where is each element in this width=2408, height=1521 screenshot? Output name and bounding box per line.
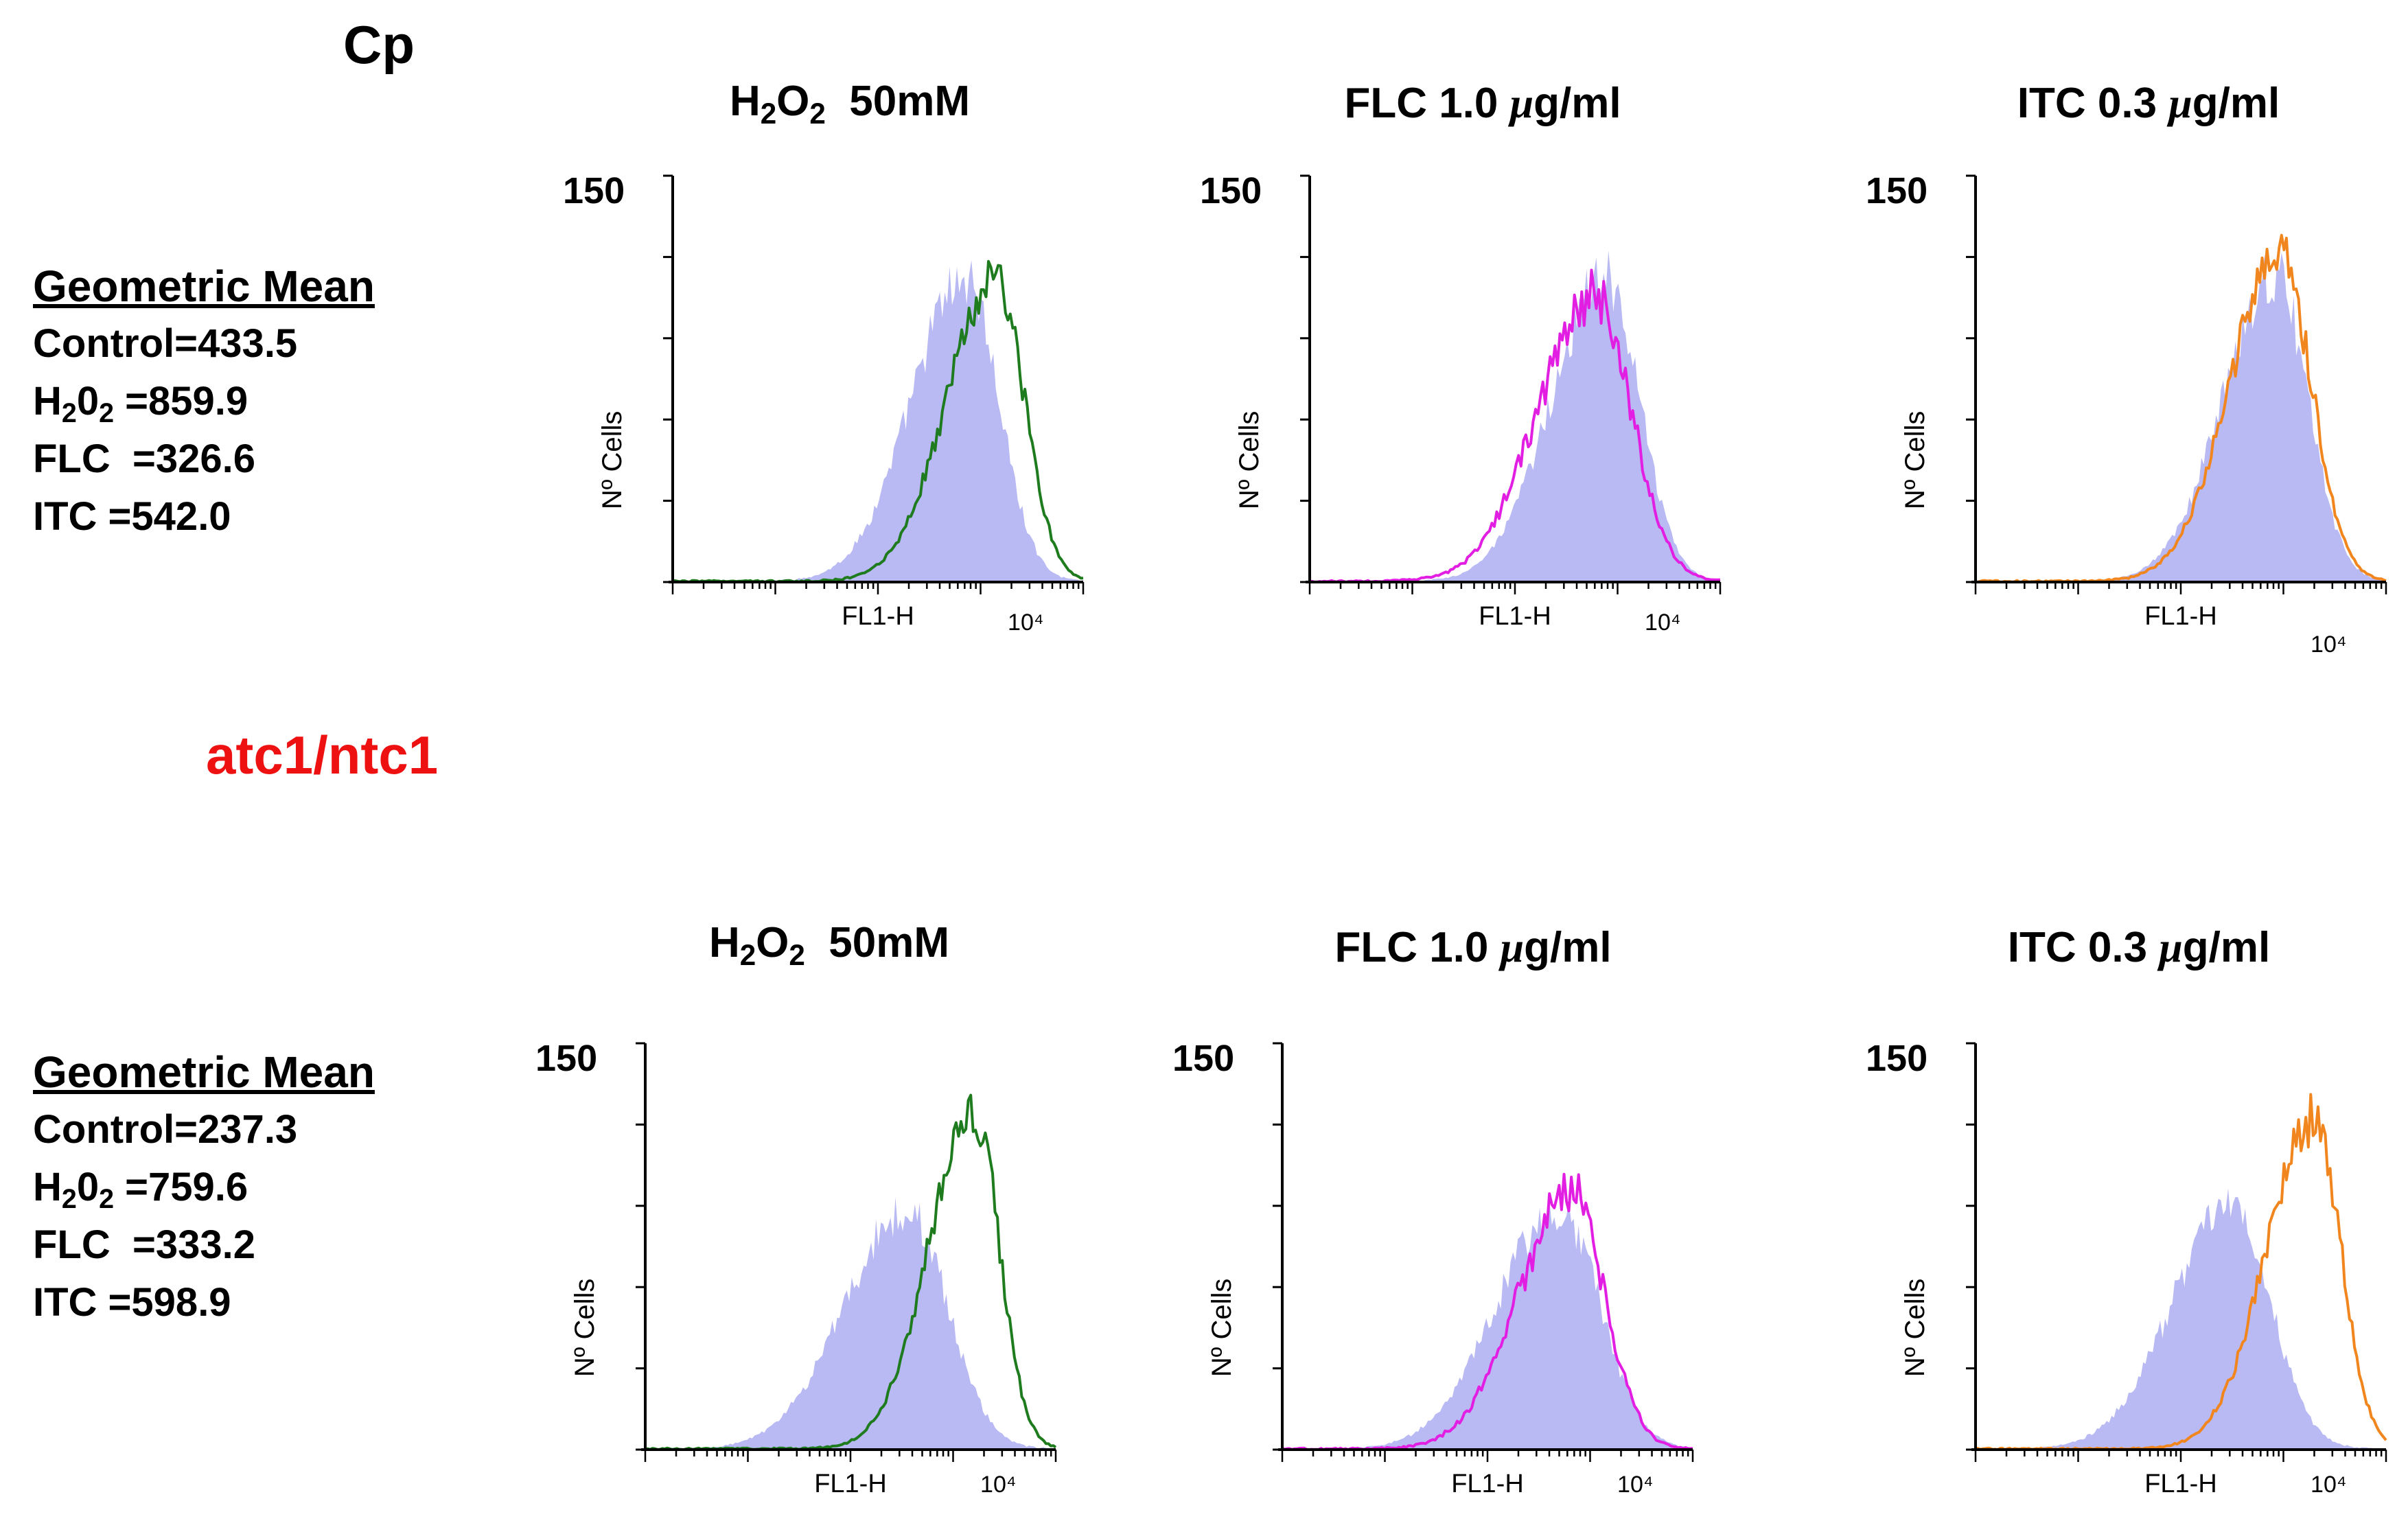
geometric-mean-title: Geometric Mean (33, 1047, 375, 1097)
y-axis-label: Nº Cells (1207, 1279, 1237, 1378)
strain-label-cp: Cp (343, 14, 415, 75)
series-control-fill (1976, 1188, 2386, 1450)
x-tick-label: 10⁴ (2311, 631, 2346, 658)
gm-flc: FLC =333.2 (33, 1222, 255, 1267)
series-control-fill (1310, 251, 1720, 582)
panel-title-mutant-h2o2: H2O2 50mM (708, 919, 950, 971)
series-control-fill (645, 1196, 1056, 1450)
y-max-label: 150 (1200, 170, 1262, 211)
y-axis-label: Nº Cells (1900, 1279, 1930, 1378)
x-tick-label: 10⁴ (980, 1472, 1016, 1498)
geometric-mean-mutant: Geometric Mean Control=237.3 H202 =759.6… (33, 1043, 375, 1332)
gm-h2o2: H202 =859.9 (33, 379, 248, 429)
panel-title-cp-flc: FLC 1.0 μg/ml (1344, 80, 1621, 127)
x-tick-label: 10⁴ (1008, 609, 1043, 636)
gm-itc: ITC =542.0 (33, 494, 231, 539)
x-axis-label: FL1-H (1451, 1470, 1524, 1498)
y-axis-label: Nº Cells (1900, 411, 1930, 510)
x-tick-label: 10⁴ (2311, 1472, 2346, 1498)
gm-control: Control=433.5 (33, 321, 298, 366)
series-h2o2-line (645, 1093, 1057, 1451)
x-tick-label: 10⁴ (1617, 1472, 1653, 1498)
panel-title-cp-itc: ITC 0.3 μg/ml (2017, 80, 2280, 127)
panel-title-cp-h2o2: H2O2 50mM (729, 78, 971, 130)
strain-label-mutant: atc1/ntc1 (206, 725, 439, 785)
series-itc-line (1975, 233, 2387, 583)
series-control-fill (1282, 1200, 1693, 1450)
y-axis-label: Nº Cells (570, 1279, 600, 1378)
gm-control: Control=237.3 (33, 1107, 298, 1152)
geometric-mean-cp: Geometric Mean Control=433.5 H202 =859.9… (33, 257, 375, 546)
x-axis-label: FL1-H (814, 1470, 887, 1498)
y-max-label: 150 (1172, 1038, 1234, 1079)
series-itc-line (1976, 1093, 2387, 1451)
x-axis-label: FL1-H (2144, 602, 2217, 631)
geometric-mean-title: Geometric Mean (33, 262, 375, 311)
series-flc-line (1282, 1172, 1693, 1451)
series-h2o2-line (672, 259, 1084, 583)
series-control-fill (1976, 252, 2386, 582)
panel-title-mutant-flc: FLC 1.0 μg/ml (1334, 924, 1612, 971)
y-axis-label: Nº Cells (1234, 411, 1264, 510)
y-max-label: 150 (1866, 1038, 1927, 1079)
gm-h2o2: H202 =759.6 (33, 1165, 248, 1215)
y-max-label: 150 (1866, 170, 1927, 211)
y-axis-label: Nº Cells (597, 411, 627, 510)
panel-title-mutant-itc: ITC 0.3 μg/ml (2007, 924, 2271, 971)
series-control-fill (673, 260, 1083, 582)
series-flc-line (1309, 268, 1720, 583)
x-axis-label: FL1-H (1479, 602, 1551, 631)
gm-flc: FLC =326.6 (33, 437, 255, 481)
x-axis-label: FL1-H (2144, 1470, 2217, 1498)
y-max-label: 150 (563, 170, 625, 211)
x-axis-label: FL1-H (842, 602, 914, 631)
x-tick-label: 10⁴ (1645, 609, 1680, 636)
gm-itc: ITC =598.9 (33, 1280, 231, 1325)
y-max-label: 150 (535, 1038, 597, 1079)
